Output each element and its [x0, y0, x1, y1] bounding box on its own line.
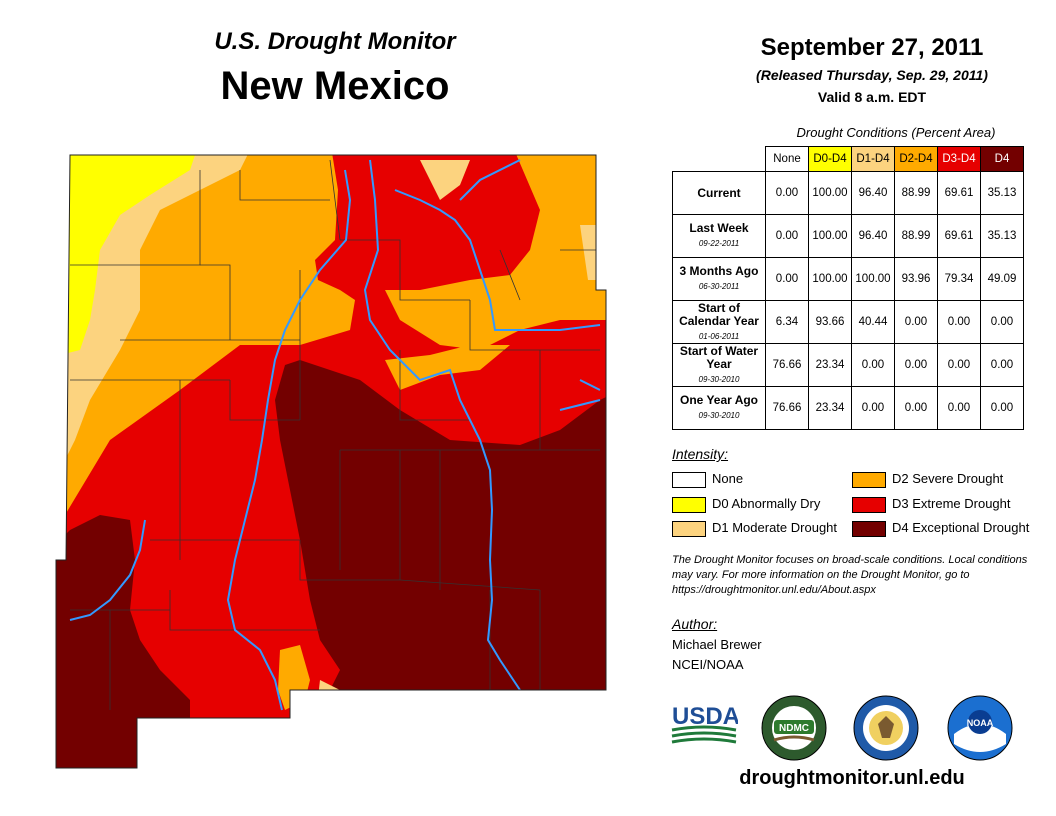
map-title: U.S. Drought Monitor — [214, 28, 456, 55]
table-row: Current 0.00 100.00 96.40 88.99 69.61 35… — [672, 171, 1024, 215]
cell: 0.00 — [894, 386, 938, 430]
cell: 0.00 — [851, 386, 895, 430]
disclaimer-note: The Drought Monitor focuses on broad-sca… — [672, 554, 1028, 596]
author-org: NCEI/NOAA — [672, 657, 744, 672]
cell: 88.99 — [894, 214, 938, 258]
map-date: September 27, 2011 — [760, 34, 984, 61]
usda-logo: USDA — [671, 703, 738, 744]
cell: 100.00 — [808, 257, 852, 301]
svg-text:NDMC: NDMC — [779, 723, 809, 734]
table-row: Start of Calendar Year 01-06-2011 6.34 93… — [672, 300, 1024, 344]
d4-region-east — [275, 360, 606, 768]
col-d4: D4 — [980, 146, 1024, 172]
cell: 100.00 — [851, 257, 895, 301]
cell: 69.61 — [937, 214, 981, 258]
cell: 93.96 — [894, 257, 938, 301]
release-date: (Released Thursday, Sep. 29, 2011) — [756, 67, 988, 83]
cell: 23.34 — [808, 386, 852, 430]
legend-swatch — [672, 496, 706, 513]
legend-item-d2: D2 Severe Drought — [852, 471, 1003, 489]
table-header-row: None D0-D4 D1-D4 D2-D4 D3-D4 D4 — [673, 146, 1024, 172]
cell: 96.40 — [851, 214, 895, 258]
table-corner — [673, 147, 766, 172]
legend-item-d3: D3 Extreme Drought — [852, 496, 1011, 514]
row-label: One Year Ago 09-30-2010 — [672, 386, 766, 430]
d2-region-ne — [385, 155, 606, 350]
legend-swatch — [672, 471, 706, 488]
col-d0-d4: D0-D4 — [808, 146, 852, 172]
row-label: Last Week 09-22-2011 — [672, 214, 766, 258]
legend-item-d4: D4 Exceptional Drought — [852, 520, 1029, 538]
d1-region-east — [580, 225, 600, 280]
legend-item-d1: D1 Moderate Drought — [672, 520, 837, 538]
cell: 35.13 — [980, 171, 1024, 215]
table-row: One Year Ago 09-30-2010 76.66 23.34 0.00 … — [672, 386, 1024, 430]
valid-time: Valid 8 a.m. EDT — [817, 89, 927, 105]
d2-region-center — [385, 345, 510, 390]
cell: 93.66 — [808, 300, 852, 344]
cell: 35.13 — [980, 214, 1024, 258]
noaa-logo: NOAA — [947, 695, 1013, 761]
cell: 0.00 — [894, 343, 938, 387]
legend-title: Intensity: — [672, 446, 729, 462]
drought-map — [55, 154, 607, 769]
table-caption: Drought Conditions (Percent Area) — [796, 125, 996, 140]
cell: 0.00 — [980, 343, 1024, 387]
author-name: Michael Brewer — [672, 637, 762, 652]
col-d3-d4: D3-D4 — [937, 146, 981, 172]
col-d1-d4: D1-D4 — [851, 146, 895, 172]
cell: 0.00 — [980, 300, 1024, 344]
cell: 0.00 — [851, 343, 895, 387]
drought-table: None D0-D4 D1-D4 D2-D4 D3-D4 D4 Current … — [672, 146, 1024, 430]
cell: 0.00 — [937, 343, 981, 387]
row-label: 3 Months Ago 06-30-2011 — [672, 257, 766, 301]
cell: 69.61 — [937, 171, 981, 215]
state-name: New Mexico — [220, 64, 450, 108]
cell: 88.99 — [894, 171, 938, 215]
commerce-seal-logo — [853, 695, 919, 761]
cell: 100.00 — [808, 214, 852, 258]
cell: 0.00 — [765, 214, 809, 258]
cell: 100.00 — [808, 171, 852, 215]
table-row: Last Week 09-22-2011 0.00 100.00 96.40 88… — [672, 214, 1024, 258]
legend-swatch — [852, 496, 886, 513]
table-row: Start of Water Year 09-30-2010 76.66 23.3… — [672, 343, 1024, 387]
cell: 40.44 — [851, 300, 895, 344]
legend-swatch — [852, 520, 886, 537]
cell: 0.00 — [937, 300, 981, 344]
d0-region — [56, 155, 200, 360]
col-none: None — [765, 146, 809, 172]
author-title: Author: — [672, 616, 718, 632]
cell: 6.34 — [765, 300, 809, 344]
county-lines — [70, 159, 600, 710]
legend-swatch — [672, 520, 706, 537]
ndmc-logo: NDMC — [761, 695, 827, 761]
cell: 79.34 — [937, 257, 981, 301]
cell: 0.00 — [765, 171, 809, 215]
row-label: Current — [672, 171, 766, 215]
cell: 0.00 — [937, 386, 981, 430]
cell: 76.66 — [765, 343, 809, 387]
cell: 23.34 — [808, 343, 852, 387]
d1-region-north — [420, 160, 470, 200]
cell: 76.66 — [765, 386, 809, 430]
footer-url: droughtmonitor.unl.edu — [739, 767, 965, 789]
col-d2-d4: D2-D4 — [894, 146, 938, 172]
svg-text:NOAA: NOAA — [967, 718, 994, 728]
legend-swatch — [852, 471, 886, 488]
legend-item-d0: D0 Abnormally Dry — [672, 496, 820, 514]
row-label: Start of Water Year 09-30-2010 — [672, 343, 766, 387]
cell: 49.09 — [980, 257, 1024, 301]
svg-text:USDA: USDA — [672, 703, 738, 730]
cell: 0.00 — [894, 300, 938, 344]
state-outline — [55, 154, 607, 769]
cell: 0.00 — [765, 257, 809, 301]
rivers — [69, 159, 601, 711]
d4-region-sw — [56, 515, 190, 768]
row-label: Start of Calendar Year 01-06-2011 — [672, 300, 766, 344]
cell: 96.40 — [851, 171, 895, 215]
cell: 0.00 — [980, 386, 1024, 430]
legend-item-none: None — [672, 471, 743, 489]
table-row: 3 Months Ago 06-30-2011 0.00 100.00 100.0… — [672, 257, 1024, 301]
